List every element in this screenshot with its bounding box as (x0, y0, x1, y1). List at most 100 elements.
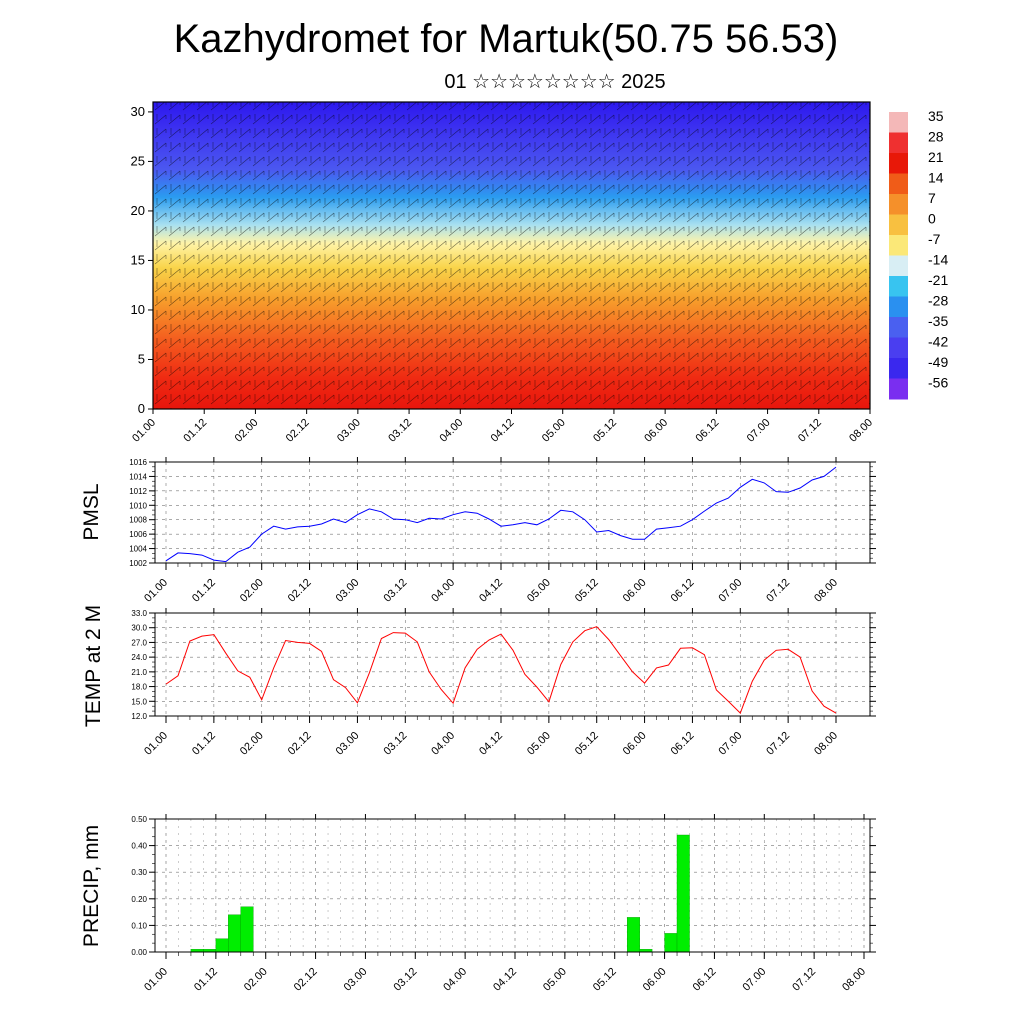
heatmap-y-tick-label: 5 (138, 351, 145, 366)
x-tick-label: 06.00 (621, 577, 649, 605)
colorbar-swatch (889, 112, 908, 133)
temp-frame (154, 612, 871, 717)
temp-line (165, 626, 837, 714)
heatmap-x-tick-label: 05.00 (540, 417, 568, 445)
x-tick-label: 06.12 (669, 577, 697, 605)
x-tick-label: 01.00 (142, 966, 170, 994)
x-tick-label: 01.00 (142, 577, 170, 605)
heatmap-x-tick-label: 01.00 (130, 417, 158, 445)
heatmap-x-tick-label: 03.12 (386, 417, 414, 445)
precip-bar (664, 933, 678, 953)
x-tick-label: 03.00 (342, 966, 370, 994)
colorbar: 35 28 21 14 7 0 -7 -14 -21 -28 -35 -42 -49 -56 (889, 108, 948, 400)
pmsl-y-label: PMSL (80, 483, 103, 540)
precip-panel: 0.50 0.40 0.30 0.20 0.10 0.00 01.00 01.12 02.00… (80, 814, 876, 994)
heatmap-x-tick-label: 04.12 (489, 417, 517, 445)
y-tick-label: 15.0 (131, 697, 147, 706)
temp-y-label: TEMP at 2 M (82, 605, 105, 727)
colorbar-swatch (889, 214, 908, 236)
colorbar-swatch (889, 378, 908, 400)
x-tick-label: 06.00 (621, 730, 649, 758)
x-tick-label: 03.12 (381, 730, 409, 758)
heatmap-x-tick-label: 03.00 (335, 417, 363, 445)
x-tick-label: 06.12 (691, 966, 719, 994)
x-tick-label: 03.12 (391, 966, 419, 994)
heatmap-x-tick-label: 06.12 (694, 417, 722, 445)
y-tick-label: 27.0 (131, 638, 147, 647)
x-tick-label: 04.12 (491, 966, 519, 994)
pmsl-y-axis: 1016 1014 1012 1010 1008 1006 1004 1002 (129, 458, 876, 568)
y-tick-label: 0.20 (131, 895, 147, 904)
x-tick-label: 05.12 (573, 730, 601, 758)
heatmap-x-tick-label: 06.00 (642, 417, 670, 445)
temp-panel: 33.030.027.024.021.018.015.012.0 01.00 01… (82, 605, 876, 758)
colorbar-swatch (889, 317, 908, 338)
x-tick-label: 04.00 (429, 577, 457, 605)
precip-bar (240, 906, 254, 953)
y-tick-label: 1014 (129, 472, 147, 481)
x-tick-label: 04.12 (477, 730, 505, 758)
precip-y-label: PRECIP, mm (80, 825, 103, 947)
y-tick-label: 21.0 (131, 668, 147, 677)
pmsl-line (165, 466, 837, 563)
colorbar-label: 35 (928, 108, 944, 124)
colorbar-label: -7 (928, 231, 941, 247)
x-tick-label: 02.12 (292, 966, 320, 994)
page-subtitle: 01 ☆☆☆☆☆☆☆☆ 2025 (444, 71, 666, 93)
x-tick-label: 06.00 (641, 966, 669, 994)
colorbar-label: 7 (928, 190, 936, 206)
y-tick-label: 0.00 (131, 948, 147, 957)
x-tick-label: 02.12 (286, 730, 314, 758)
x-tick-label: 07.12 (790, 966, 818, 994)
colorbar-label: -14 (928, 252, 948, 268)
colorbar-swatch (889, 235, 908, 256)
colorbar-label: -49 (928, 354, 948, 370)
x-tick-label: 05.00 (525, 730, 553, 758)
heatmap-x-tick-label: 02.12 (284, 417, 312, 445)
heatmap-x-tick-label: 05.12 (591, 417, 619, 445)
colorbar-swatch (889, 194, 908, 215)
y-tick-label: 0.30 (131, 868, 147, 877)
y-tick-label: 1008 (129, 516, 147, 525)
colorbar-swatch (889, 296, 908, 318)
y-tick-label: 33.0 (131, 609, 147, 618)
colorbar-swatch (889, 173, 908, 195)
temp-grid (155, 612, 870, 717)
x-tick-label: 07.00 (740, 966, 768, 994)
x-tick-label: 02.00 (238, 730, 266, 758)
heatmap-y-tick-label: 0 (138, 401, 145, 416)
y-tick-label: 24.0 (131, 653, 147, 662)
x-tick-label: 05.12 (573, 577, 601, 605)
heatmap-x-axis: 01.00 01.12 02.00 02.12 03.00 03.12 04.00 04.12… (130, 409, 875, 445)
colorbar-label: -35 (928, 313, 948, 329)
colorbar-label: 0 (928, 211, 936, 227)
y-tick-label: 1006 (129, 530, 147, 539)
y-tick-label: 1016 (129, 458, 147, 467)
colorbar-swatch (889, 153, 908, 174)
colorbar-label: -28 (928, 293, 948, 309)
x-tick-label: 02.00 (242, 966, 270, 994)
x-tick-label: 05.00 (541, 966, 569, 994)
heatmap-y-tick-label: 15 (131, 252, 145, 267)
heatmap-y-tick-label: 10 (131, 302, 145, 317)
heatmap-y-axis: 0 5 10 15 20 25 30 (131, 104, 153, 416)
precip-y-axis: 0.50 0.40 0.30 0.20 0.10 0.00 (131, 815, 876, 957)
x-tick-label: 01.12 (190, 577, 218, 605)
colorbar-swatch (889, 337, 908, 359)
x-tick-label: 04.12 (477, 577, 505, 605)
pmsl-x-axis: 01.00 01.12 02.00 02.12 03.00 03.12 04.00 04.12… (142, 457, 840, 605)
precip-bars (190, 834, 690, 953)
x-tick-label: 07.00 (716, 577, 744, 605)
colorbar-label: -42 (928, 334, 948, 350)
precip-frame (154, 818, 871, 953)
x-tick-label: 05.12 (591, 966, 619, 994)
temp-x-axis: 01.00 01.12 02.00 02.12 03.00 03.12 04.00 04.12… (142, 608, 840, 758)
temp-y-axis: 33.0 30.0 27.0 24.0 21.0 18.0 15.0 12.0 (131, 609, 876, 721)
x-tick-label: 08.00 (812, 577, 840, 605)
pmsl-frame (154, 461, 871, 564)
colorbar-label: 28 (928, 129, 944, 145)
x-tick-label: 04.00 (441, 966, 469, 994)
